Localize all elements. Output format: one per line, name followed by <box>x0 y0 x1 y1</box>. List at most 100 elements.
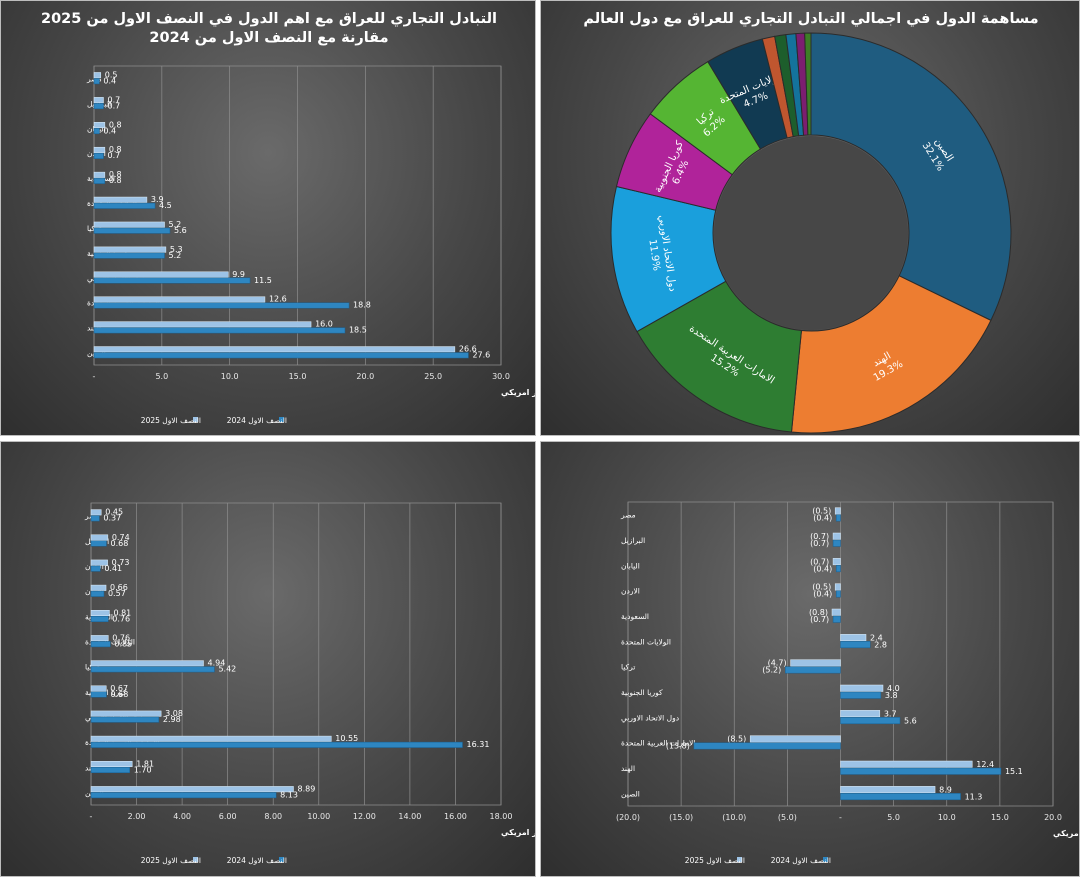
data-label: (0.7) <box>810 532 829 541</box>
data-label: 5.2 <box>169 251 182 260</box>
data-label: 0.41 <box>104 564 122 573</box>
x-axis-title: مليار دولار امريكي <box>501 828 536 837</box>
data-label: 0.74 <box>112 533 130 542</box>
data-label: 26.6 <box>459 345 477 354</box>
bar-2025 <box>834 507 841 515</box>
data-label: 1.81 <box>136 759 154 768</box>
chart-title-line-1: التبادل التجاري للعراق مع اهم الدول في ا… <box>41 11 497 28</box>
x-tick-label: 12.00 <box>353 812 376 821</box>
bar-2025 <box>90 735 332 742</box>
bar-2025 <box>840 786 936 794</box>
bar-2024 <box>93 327 346 334</box>
category-label: اليابان <box>621 561 640 570</box>
bar-2025 <box>749 735 841 743</box>
bar-2025 <box>93 271 229 278</box>
data-label: 9.9 <box>232 270 245 279</box>
data-label: 0.8 <box>109 176 122 185</box>
x-tick-label: 20.0 <box>1044 813 1062 822</box>
bar-2025 <box>840 760 973 768</box>
data-label: 0.8 <box>109 145 122 154</box>
bar-2024 <box>93 128 100 135</box>
bar-2024 <box>90 540 107 547</box>
category-label: الامارات العربية المتحدة <box>621 739 695 748</box>
x-tick-label: - <box>93 372 96 381</box>
legend-label-2024: النصف الاول 2024 <box>771 856 831 865</box>
bar-2024 <box>90 616 109 622</box>
x-tick-label: 14.00 <box>398 812 421 821</box>
bar-2025 <box>832 532 841 540</box>
data-label: 0.81 <box>113 608 131 617</box>
bar-2024 <box>840 641 871 649</box>
data-label: 3.08 <box>165 709 183 718</box>
category-label: الولايات المتحدة <box>621 637 671 646</box>
donut-slice <box>790 275 992 434</box>
x-axis-title: مليار دولار امريكي <box>1053 829 1080 838</box>
bar-2024 <box>785 666 841 674</box>
bar-2024 <box>93 277 251 284</box>
bar-2025 <box>832 558 841 566</box>
data-label: (0.4) <box>813 564 832 573</box>
chart-panel-share-donut: مساهمة الدول في اجمالي التبادل التجاري ل… <box>540 0 1080 436</box>
chart-panel-trade-exchange: التبادل التجاري للعراق مع اهم الدول في ا… <box>0 0 536 436</box>
bar-2025 <box>93 296 266 303</box>
data-label: 12.6 <box>269 295 287 304</box>
bar-2024 <box>840 691 882 699</box>
data-label: (5.2) <box>762 666 781 675</box>
data-label: 5.6 <box>174 226 187 235</box>
data-label: 15.1 <box>1005 767 1023 776</box>
legend-label-2025: النصف الاول 2025 <box>141 856 201 865</box>
category-label: الصين <box>621 789 640 798</box>
x-tick-label: 10.0 <box>221 372 239 381</box>
data-label: (0.8) <box>809 608 828 617</box>
x-tick-label: 15.0 <box>991 813 1009 822</box>
category-label: مصر <box>620 511 636 520</box>
bar-2025 <box>90 710 162 717</box>
bar-2024 <box>93 103 104 110</box>
legend-swatch-2025 <box>193 417 198 422</box>
category-label: الاردن <box>621 587 640 596</box>
x-tick-label: 18.00 <box>490 812 513 821</box>
bar-2025 <box>93 72 102 79</box>
donut-slice <box>804 32 812 136</box>
x-tick-label: (15.0) <box>669 813 693 822</box>
trade-share-donut-chart: مساهمة الدول في اجمالي التبادل التجاري ل… <box>583 11 1039 434</box>
data-label: 0.7 <box>107 95 120 104</box>
x-tick-label: 10.00 <box>307 812 330 821</box>
bar-2025 <box>90 761 133 767</box>
data-label: 5.42 <box>218 665 236 674</box>
data-label: 0.45 <box>105 508 123 517</box>
bar-2025 <box>93 346 456 353</box>
x-tick-label: 16.00 <box>444 812 467 821</box>
bar-2024 <box>93 152 104 159</box>
data-label: 4.5 <box>159 201 172 210</box>
data-label: (0.7) <box>810 557 829 566</box>
bar-2024 <box>90 741 463 748</box>
bar-2025 <box>840 634 867 642</box>
bar-2025 <box>90 534 109 541</box>
category-label: السعودية <box>621 612 649 621</box>
x-tick-label: - <box>90 812 93 821</box>
x-tick-label: (20.0) <box>616 813 640 822</box>
bar-2025 <box>93 321 312 328</box>
data-label: 0.76 <box>112 614 130 623</box>
data-label: 16.0 <box>315 320 333 329</box>
data-label: 0.5 <box>105 70 118 79</box>
data-label: 0.7 <box>107 151 120 160</box>
x-tick-label: (5.0) <box>778 813 797 822</box>
bar-2025 <box>834 583 841 591</box>
legend-label-2024: النصف الاول 2024 <box>227 416 287 425</box>
x-tick-label: 5.0 <box>887 813 900 822</box>
bar-2024 <box>90 716 160 723</box>
donut-slice <box>636 280 802 433</box>
data-label: 18.8 <box>353 301 371 310</box>
data-label: 0.67 <box>110 684 128 693</box>
data-label: 12.4 <box>976 760 994 769</box>
data-label: 4.94 <box>208 659 226 668</box>
data-label: 8.89 <box>297 784 315 793</box>
bar-2025 <box>90 610 110 616</box>
bar-2024 <box>93 252 165 259</box>
data-label: 0.4 <box>103 126 116 135</box>
data-label: 2.4 <box>870 633 883 642</box>
bar-2024 <box>93 202 156 209</box>
bar-2025 <box>93 146 106 153</box>
